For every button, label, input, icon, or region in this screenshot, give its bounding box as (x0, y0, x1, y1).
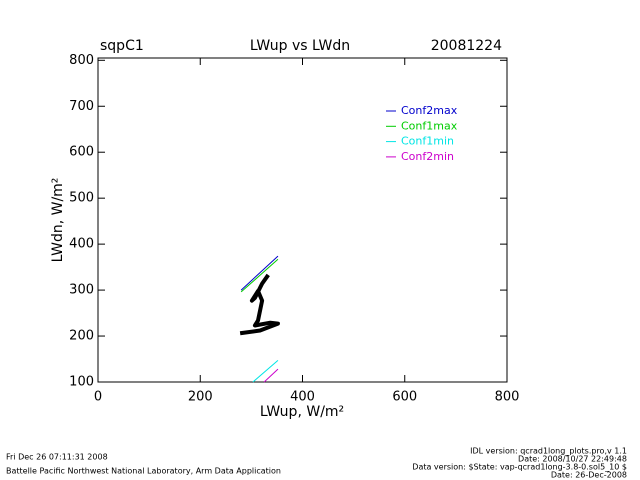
chart-title: LWup vs LWdn (250, 38, 350, 54)
site-label: sqpC1 (100, 38, 144, 54)
y-tick-label: 300 (69, 283, 94, 298)
data-line (240, 255, 279, 291)
footer-text: Date: 26-Dec-2008 (551, 471, 627, 480)
y-tick-label: 800 (69, 53, 94, 68)
x-tick-label: 600 (392, 390, 417, 405)
footer-text: Date: 2008/10/27 22:49:48 (518, 455, 627, 464)
y-tick-label: 600 (69, 145, 94, 160)
footer-text: Fri Dec 26 07:11:31 2008 (6, 453, 108, 462)
data-line (239, 273, 280, 336)
date-label: 20081224 (431, 38, 502, 54)
data-line (263, 368, 279, 383)
y-tick-label: 400 (69, 237, 94, 252)
data-line (240, 258, 279, 293)
y-tick-label: 700 (69, 99, 94, 114)
y-axis-label: LWdn, W/m² (50, 178, 66, 263)
legend-label: Conf1min (401, 135, 454, 148)
y-tick-label: 500 (69, 191, 94, 206)
footer-text: IDL version: qcrad1long_plots.pro,v 1.1 (470, 447, 627, 456)
footer-text: Data version: $State: vap-qcrad1long-3.8… (412, 463, 627, 472)
x-tick-label: 800 (495, 390, 520, 405)
y-tick-label: 100 (69, 375, 94, 390)
x-tick-label: 200 (188, 390, 213, 405)
legend-label: Conf2min (401, 150, 454, 163)
data-line (252, 360, 279, 383)
footer-text: Battelle Pacific Northwest National Labo… (6, 467, 281, 476)
x-tick-label: 400 (290, 390, 315, 405)
legend-label: Conf1max (401, 119, 458, 132)
y-tick-label: 200 (69, 329, 94, 344)
x-axis-label: LWup, W/m² (260, 404, 344, 420)
x-tick-label: 0 (94, 390, 102, 405)
legend-label: Conf2max (401, 104, 458, 117)
